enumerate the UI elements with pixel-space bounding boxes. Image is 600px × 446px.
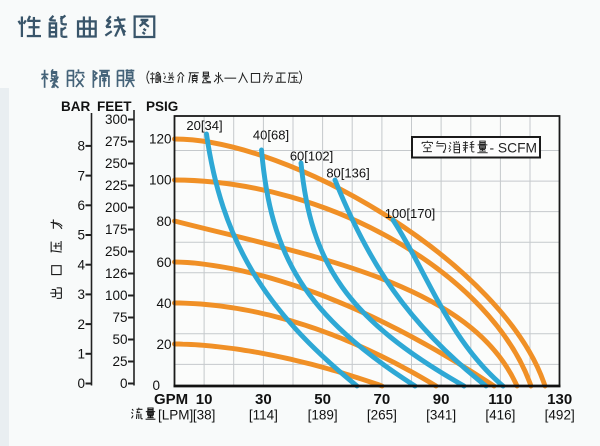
svg-text:2: 2 — [77, 317, 85, 332]
svg-text:100[170]: 100[170] — [385, 206, 436, 221]
svg-text:PSIG: PSIG — [146, 99, 178, 114]
svg-text:120: 120 — [149, 132, 172, 147]
svg-text:0: 0 — [152, 378, 160, 393]
svg-text:[189]: [189] — [308, 408, 338, 423]
svg-text:75: 75 — [112, 310, 127, 325]
svg-text:60: 60 — [156, 255, 171, 270]
svg-text:250: 250 — [105, 156, 128, 171]
svg-text:110: 110 — [488, 391, 512, 408]
svg-text:60[102]: 60[102] — [290, 149, 333, 164]
svg-text:FEET: FEET — [97, 99, 132, 114]
svg-text:200: 200 — [105, 200, 128, 215]
svg-text:5: 5 — [77, 228, 85, 243]
svg-text:50: 50 — [314, 391, 331, 408]
svg-text:130: 130 — [547, 391, 572, 408]
svg-text:7: 7 — [77, 168, 85, 183]
svg-text:3: 3 — [77, 287, 85, 302]
svg-text:GPM: GPM — [154, 391, 188, 408]
svg-text:- SCFM: - SCFM — [490, 141, 538, 156]
svg-text:[416]: [416] — [485, 408, 515, 423]
svg-text:20[34]: 20[34] — [186, 118, 222, 133]
svg-text:1: 1 — [77, 347, 85, 362]
svg-text:[38]: [38] — [193, 408, 216, 423]
svg-text:250: 250 — [105, 244, 128, 259]
svg-text:50: 50 — [112, 332, 127, 347]
svg-text:[492]: [492] — [545, 408, 575, 423]
svg-text:4: 4 — [77, 257, 85, 272]
svg-text:[265]: [265] — [367, 408, 397, 423]
svg-text:126: 126 — [105, 266, 128, 281]
svg-text:70: 70 — [374, 391, 391, 408]
svg-text:[114]: [114] — [249, 408, 278, 423]
svg-text:80: 80 — [156, 214, 171, 229]
svg-text:0: 0 — [77, 376, 85, 391]
svg-text:6: 6 — [77, 198, 85, 213]
svg-text:40[68]: 40[68] — [253, 128, 289, 143]
svg-text:8: 8 — [77, 139, 85, 154]
svg-text:100: 100 — [149, 173, 172, 188]
svg-text:30: 30 — [255, 391, 272, 408]
svg-text:40: 40 — [156, 296, 171, 311]
svg-text:[LPM]: [LPM] — [158, 408, 193, 423]
svg-text:[341]: [341] — [426, 408, 456, 423]
svg-text:175: 175 — [105, 222, 128, 237]
svg-text:20: 20 — [156, 337, 171, 352]
svg-text:25: 25 — [112, 354, 127, 369]
svg-text:BAR: BAR — [61, 99, 90, 114]
svg-text:80[136]: 80[136] — [326, 165, 369, 180]
svg-text:0: 0 — [120, 376, 128, 391]
svg-text:225: 225 — [105, 178, 128, 193]
svg-text:90: 90 — [433, 391, 450, 408]
svg-text:300: 300 — [105, 112, 128, 127]
svg-text:100: 100 — [105, 288, 128, 303]
svg-text:10: 10 — [196, 391, 213, 408]
svg-text:275: 275 — [105, 134, 128, 149]
